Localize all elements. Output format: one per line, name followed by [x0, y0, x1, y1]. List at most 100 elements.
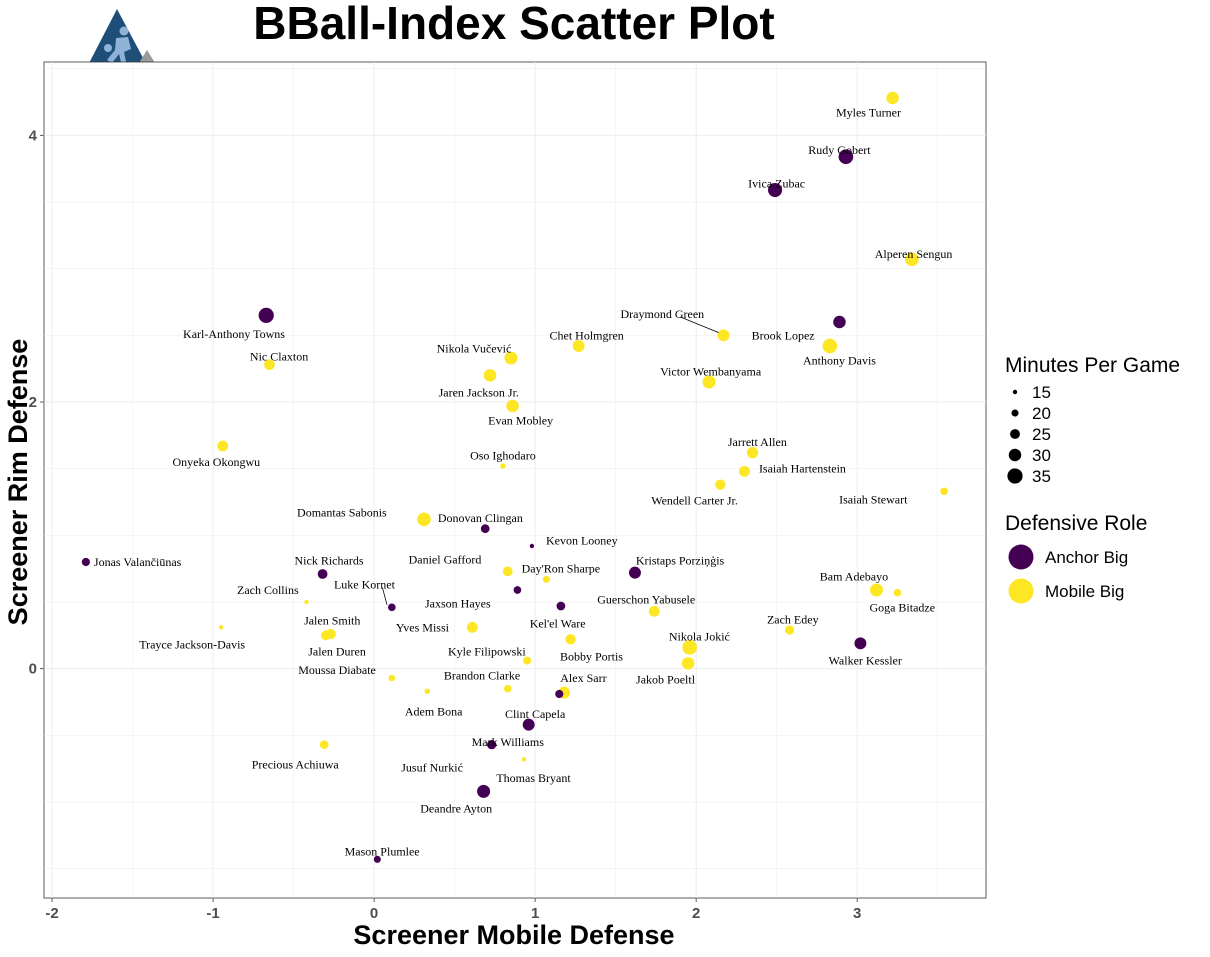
point-label: Mark Williams: [472, 735, 545, 749]
y-tick-label: 2: [29, 394, 37, 411]
axis-ticks: -2 -1 0 1 2 3 0 2 4: [29, 127, 862, 922]
point-label: Walker Kessler: [829, 654, 902, 668]
point-label: Bam Adebayo: [820, 570, 888, 584]
point-label: Nikola Vučević: [437, 342, 512, 356]
label-leader-line: [680, 316, 719, 334]
data-point: [500, 463, 506, 469]
chart-title: BBall-Index Scatter Plot: [253, 0, 774, 49]
size-legend-label: 25: [1032, 425, 1051, 444]
data-point: [854, 637, 867, 650]
color-legend: Defensive Role Anchor Big Mobile Big: [1005, 512, 1147, 604]
point-label: Luke Kornet: [334, 578, 396, 592]
point-label: Jalen Smith: [304, 614, 360, 628]
point-label: Nikola Jokić: [669, 630, 730, 644]
data-point: [681, 657, 695, 670]
point-label: Jarrett Allen: [728, 435, 787, 449]
point-label: Kel'el Ware: [530, 616, 586, 630]
point-label: Evan Mobley: [488, 414, 553, 428]
data-point: [886, 91, 899, 105]
color-legend-label: Mobile Big: [1045, 582, 1124, 601]
size-legend-symbol: [1012, 389, 1018, 395]
point-label: Ivica Zubac: [748, 176, 805, 190]
data-point: [648, 605, 660, 617]
data-point: [682, 640, 698, 655]
point-label: Donovan Clingan: [438, 511, 523, 525]
data-point: [746, 446, 759, 459]
size-legend: Minutes Per Game 15 20 25 30 35: [1005, 354, 1180, 486]
point-label: Brandon Clarke: [444, 668, 520, 682]
data-point: [81, 557, 90, 567]
point-label: Brook Lopez: [752, 328, 815, 342]
point-label: Anthony Davis: [803, 354, 876, 368]
data-point: [502, 566, 513, 577]
data-point: [905, 252, 919, 267]
data-point: [506, 399, 519, 413]
point-label: Trayce Jackson-Davis: [139, 638, 245, 652]
point-label: Jakob Poeltl: [636, 672, 696, 686]
data-point: [319, 740, 329, 750]
data-point: [833, 315, 846, 329]
color-legend-symbol: [1008, 578, 1034, 604]
data-point: [940, 487, 948, 496]
point-label: Goga Bitadze: [869, 600, 935, 614]
data-point: [513, 586, 522, 594]
data-points: [81, 91, 948, 863]
label-leader-line: [382, 587, 388, 605]
data-point: [317, 569, 328, 579]
data-point: [522, 718, 535, 731]
y-tick-label: 0: [29, 661, 37, 678]
data-point: [628, 566, 641, 579]
x-axis-title: Screener Mobile Defense: [353, 920, 674, 950]
point-label: Nic Claxton: [250, 350, 308, 364]
color-legend-symbol: [1008, 544, 1034, 570]
data-point: [480, 524, 490, 534]
point-label: Deandre Ayton: [420, 802, 492, 816]
point-labels: Myles Turner Rudy Gobert Ivica Zubac Alpere…: [94, 106, 952, 859]
point-label: Kyle Filipowski: [448, 644, 526, 658]
point-label: Yves Missi: [396, 620, 450, 634]
data-point: [521, 757, 527, 762]
x-tick-label: 0: [370, 905, 378, 922]
data-point: [304, 599, 309, 605]
data-point: [838, 149, 854, 164]
data-point: [529, 543, 535, 549]
data-point: [717, 329, 730, 342]
point-label: Guerschon Yabusele: [597, 592, 695, 606]
data-point: [555, 689, 564, 699]
data-point: [893, 588, 902, 597]
data-point: [504, 351, 518, 365]
data-point: [702, 375, 716, 389]
point-label: Zach Edey: [767, 612, 819, 626]
point-label: Thomas Bryant: [496, 771, 571, 785]
point-label: Day'Ron Sharpe: [522, 562, 600, 576]
data-point: [477, 784, 491, 798]
point-label: Adem Bona: [405, 704, 463, 718]
point-label: Wendell Carter Jr.: [651, 494, 738, 508]
point-label: Mason Plumlee: [345, 844, 420, 858]
point-label: Bobby Portis: [560, 650, 623, 664]
point-label: Jaxson Hayes: [425, 596, 491, 610]
point-label: Jusuf Nurkić: [401, 760, 463, 774]
data-point: [565, 634, 576, 645]
size-legend-label: 30: [1032, 446, 1051, 465]
point-label: Domantas Sabonis: [297, 506, 387, 520]
point-label: Victor Wembanyama: [660, 364, 762, 378]
point-label: Alperen Sengun: [875, 247, 953, 261]
point-label: Kevon Looney: [546, 534, 618, 548]
size-legend-symbol: [1011, 409, 1019, 417]
point-label: Precious Achiuwa: [252, 758, 340, 772]
point-label: Draymond Green: [621, 307, 705, 321]
point-label: Chet Holmgren: [549, 328, 623, 342]
x-tick-label: -2: [45, 905, 58, 922]
point-label: Nick Richards: [295, 554, 364, 568]
x-tick-label: 3: [853, 905, 861, 922]
point-label: Zach Collins: [237, 583, 299, 597]
point-label: Oso Ighodaro: [470, 448, 536, 462]
point-label: Clint Capela: [505, 707, 566, 721]
y-tick-label: 4: [29, 127, 38, 144]
plot-panel: [43, 61, 987, 899]
size-legend-symbol: [1010, 429, 1020, 439]
size-legend-symbol: [1008, 448, 1022, 462]
data-point: [373, 855, 381, 863]
